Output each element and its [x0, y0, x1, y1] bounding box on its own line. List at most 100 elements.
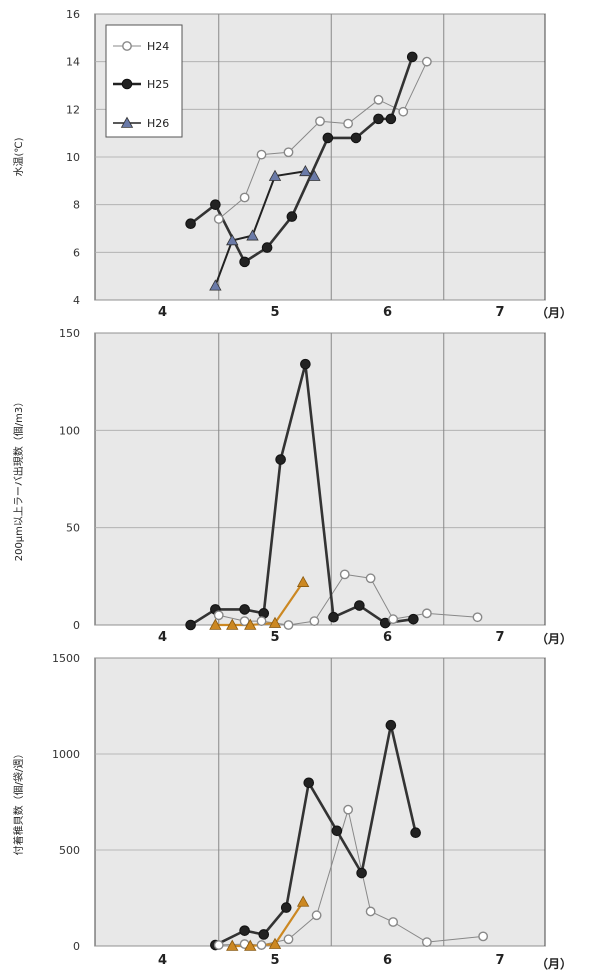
data-point-H26	[296, 575, 310, 587]
data-point-H24	[239, 192, 250, 203]
data-point-H25	[328, 611, 339, 623]
legend-marker-H24	[122, 41, 132, 51]
data-point-H25	[185, 218, 196, 230]
data-point-H26	[226, 939, 239, 951]
data-point-H25	[275, 454, 286, 465]
y-axis-label: 水温(℃)	[13, 137, 25, 176]
data-point-H25	[331, 825, 343, 837]
y-tick-label: 50	[66, 522, 80, 535]
x-tick-label: 5	[270, 305, 279, 320]
x-tick-label: 6	[383, 953, 392, 968]
data-point-H25	[239, 604, 250, 615]
data-point-H24	[478, 931, 489, 942]
data-point-H24	[421, 937, 432, 948]
y-tick-label: 8	[73, 199, 80, 212]
legend: H24 H25 H26	[105, 24, 183, 138]
data-point-H24	[365, 573, 376, 584]
x-unit-label: （月）	[536, 631, 572, 646]
x-tick-label: 7	[495, 305, 504, 320]
data-point-H24	[283, 934, 294, 945]
data-point-H26	[268, 169, 282, 181]
data-point-H24	[343, 118, 354, 129]
data-point-H25	[258, 929, 270, 940]
data-point-H25	[280, 902, 292, 913]
data-point-H24	[421, 608, 432, 619]
y-tick-label: 4	[73, 294, 80, 307]
legend-label-H25: H25	[147, 78, 169, 91]
data-point-H24	[213, 610, 224, 621]
y-tick-label: 12	[66, 103, 80, 116]
x-tick-label: 4	[158, 953, 167, 968]
data-point-H26	[226, 234, 239, 246]
y-axis-label: 付着稚貝数（個/袋/週）	[12, 749, 25, 856]
data-point-H24	[283, 147, 294, 158]
data-point-H25	[408, 613, 419, 625]
data-point-H25	[286, 211, 298, 222]
data-point-H26	[246, 229, 259, 241]
data-point-H24	[213, 940, 224, 950]
chart-panel-2: 0 50 100 150 4 5 6 7 （月） 200μm以上ラーバ出現数（個/m3）	[12, 327, 572, 646]
data-point-H24	[309, 616, 320, 627]
data-point-H26	[209, 618, 222, 630]
x-tick-label: 6	[383, 630, 392, 645]
y-tick-label: 14	[66, 56, 80, 69]
y-tick-label: 0	[73, 619, 80, 632]
data-point-H25	[322, 132, 334, 144]
data-point-H25	[261, 242, 273, 253]
data-point-H24	[256, 149, 267, 160]
data-point-H25	[239, 256, 250, 268]
series-line-H24	[218, 809, 484, 946]
data-point-H25	[210, 199, 221, 210]
data-point-H25	[373, 113, 384, 125]
data-point-H25	[300, 358, 311, 370]
data-point-H26	[209, 279, 222, 291]
x-tick-label: 5	[270, 953, 279, 968]
legend-box	[105, 24, 183, 138]
plot-area	[94, 332, 546, 626]
data-point-H25	[385, 113, 397, 125]
data-point-H24	[283, 620, 294, 630]
data-point-H25	[385, 719, 397, 731]
data-point-H26	[226, 618, 239, 630]
data-point-H26	[296, 895, 310, 907]
x-unit-label: （月）	[536, 305, 572, 320]
data-point-H24	[256, 940, 267, 950]
data-point-H25	[406, 51, 418, 63]
data-point-H24	[311, 910, 322, 921]
series-line-H25	[189, 362, 414, 627]
data-point-H24	[339, 569, 350, 580]
y-tick-label: 16	[66, 8, 80, 21]
data-point-H25	[354, 600, 365, 611]
data-point-H26	[244, 618, 257, 630]
y-tick-label: 1500	[52, 652, 80, 665]
series-line-H25	[189, 56, 414, 264]
data-point-H25	[356, 867, 367, 879]
x-tick-label: 4	[158, 630, 167, 645]
x-tick-label: 7	[495, 953, 504, 968]
y-tick-label: 1000	[52, 748, 80, 761]
data-point-H24	[256, 616, 267, 627]
data-point-H26	[299, 164, 312, 177]
x-tick-label: 7	[495, 630, 504, 645]
y-tick-label: 100	[59, 424, 80, 437]
data-point-H25	[410, 827, 421, 839]
data-point-H24	[239, 616, 250, 627]
x-tick-label: 6	[383, 305, 392, 320]
y-tick-label: 10	[66, 151, 80, 164]
chart-panel-1: 4 6 8 10 12 14 16 4 5 6 7 （月） 水温(℃) H24 H25 H26	[13, 8, 572, 320]
data-point-H26	[268, 937, 282, 949]
data-point-H24	[365, 906, 376, 917]
data-point-H25	[350, 132, 362, 144]
chart-panel-3: 0 500 1000 1500 4 5 6 7 （月） 付着稚貝数（個/袋/週）	[12, 652, 572, 971]
data-point-H24	[388, 614, 399, 625]
data-point-H24	[213, 214, 224, 224]
data-point-H24	[373, 94, 384, 105]
y-tick-label: 0	[73, 940, 80, 953]
x-tick-label: 5	[270, 630, 279, 645]
y-tick-label: 6	[73, 246, 80, 259]
data-point-H25	[185, 619, 196, 631]
y-axis-label: 200μm以上ラーバ出現数（個/m3）	[12, 397, 25, 562]
data-point-H24	[421, 56, 432, 67]
legend-label-H26: H26	[147, 117, 169, 130]
